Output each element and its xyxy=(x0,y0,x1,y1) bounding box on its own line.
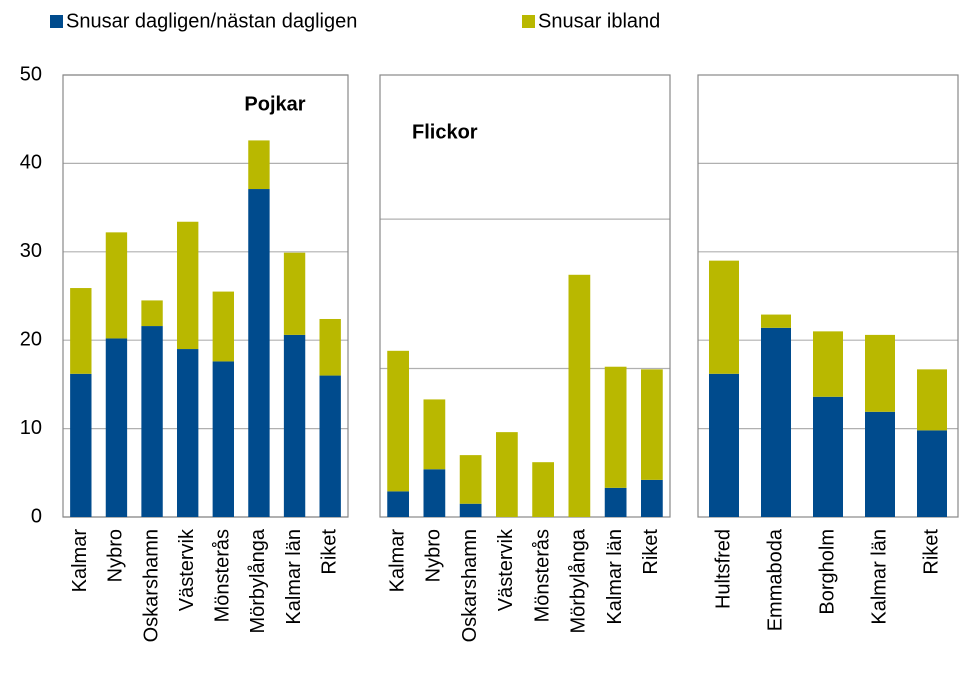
bar-segment xyxy=(641,369,663,480)
bar-segment xyxy=(212,291,234,362)
bar-segment xyxy=(248,189,270,517)
x-tick-label: Nybro xyxy=(105,529,127,582)
x-tick-label: Borgholm xyxy=(816,529,838,615)
x-tick-label: Riket xyxy=(640,529,662,575)
bar-segment xyxy=(532,462,554,517)
panel-frame xyxy=(379,74,671,518)
x-tick-label: Kalmar län xyxy=(604,529,626,625)
bar-segment xyxy=(709,260,739,374)
y-tick-label: 10 xyxy=(20,417,42,439)
x-tick-label: Emmaboda xyxy=(764,528,786,631)
bar-segment xyxy=(141,326,163,517)
legend-label: Snusar ibland xyxy=(538,10,660,32)
x-tick-label: Riket xyxy=(920,529,942,575)
bar-segment xyxy=(459,503,482,517)
panel-title: Flickor xyxy=(412,121,478,143)
legend-swatch xyxy=(522,15,535,28)
bar-segment xyxy=(212,361,234,517)
bar-segment xyxy=(761,327,791,517)
bar-segment xyxy=(423,399,446,470)
x-tick-label: Kalmar xyxy=(386,529,408,593)
x-tick-label: Mörbylånga xyxy=(247,528,269,633)
panel-frame xyxy=(62,74,349,518)
x-tick-label: Oskarshamn xyxy=(459,529,481,642)
bar-segment xyxy=(283,252,306,335)
bar-segment xyxy=(641,479,663,517)
bar-segment xyxy=(813,396,843,517)
bar-segment xyxy=(177,349,199,517)
bar-segment xyxy=(761,314,791,328)
bar-segment xyxy=(917,430,947,517)
bar-segment xyxy=(70,373,92,517)
bar-segment xyxy=(387,350,409,492)
bar-segment xyxy=(70,288,92,374)
x-tick-label: Oskarshamn xyxy=(140,529,162,642)
x-tick-label: Riket xyxy=(318,529,340,575)
bar-segment xyxy=(917,369,947,431)
x-tick-label: Hultsfred xyxy=(712,529,734,609)
legend-label: Snusar dagligen/nästan dagligen xyxy=(66,10,357,32)
y-tick-label: 20 xyxy=(20,328,42,350)
y-tick-label: 40 xyxy=(20,152,42,174)
bar-segment xyxy=(319,318,341,376)
x-tick-label: Mörbylånga xyxy=(568,528,590,633)
x-tick-label: Mönsterås xyxy=(212,529,234,622)
bar-segment xyxy=(604,366,627,488)
x-tick-label: Nybro xyxy=(423,529,445,582)
bar-segment xyxy=(423,469,446,517)
y-tick-label: 30 xyxy=(20,240,42,262)
x-tick-label: Mönsterås xyxy=(531,529,553,622)
bar-segment xyxy=(865,334,895,412)
bar-segment xyxy=(248,140,270,190)
bar-segment xyxy=(105,338,128,517)
bar-segment xyxy=(105,232,128,339)
bar-segment xyxy=(865,411,895,517)
bar-segment xyxy=(177,221,199,350)
x-tick-label: Kalmar län xyxy=(868,529,890,625)
x-tick-label: Kalmar län xyxy=(283,529,305,625)
bar-segment xyxy=(283,334,306,517)
bar-segment xyxy=(709,373,739,517)
y-tick-label: 50 xyxy=(20,63,42,85)
bar-segment xyxy=(604,487,627,517)
panel-title: Pojkar xyxy=(244,93,305,115)
x-tick-label: Västervik xyxy=(176,528,198,611)
x-tick-label: Kalmar xyxy=(69,529,91,593)
bar-segment xyxy=(141,300,163,327)
legend-swatch xyxy=(50,15,63,28)
bar-segment xyxy=(319,375,341,517)
bar-segment xyxy=(459,455,482,504)
x-tick-label: Västervik xyxy=(495,528,517,611)
y-tick-label: 0 xyxy=(31,505,42,527)
bar-segment xyxy=(568,274,591,517)
bar-segment xyxy=(813,331,843,397)
bar-segment xyxy=(387,491,409,517)
bar-segment xyxy=(496,432,518,517)
